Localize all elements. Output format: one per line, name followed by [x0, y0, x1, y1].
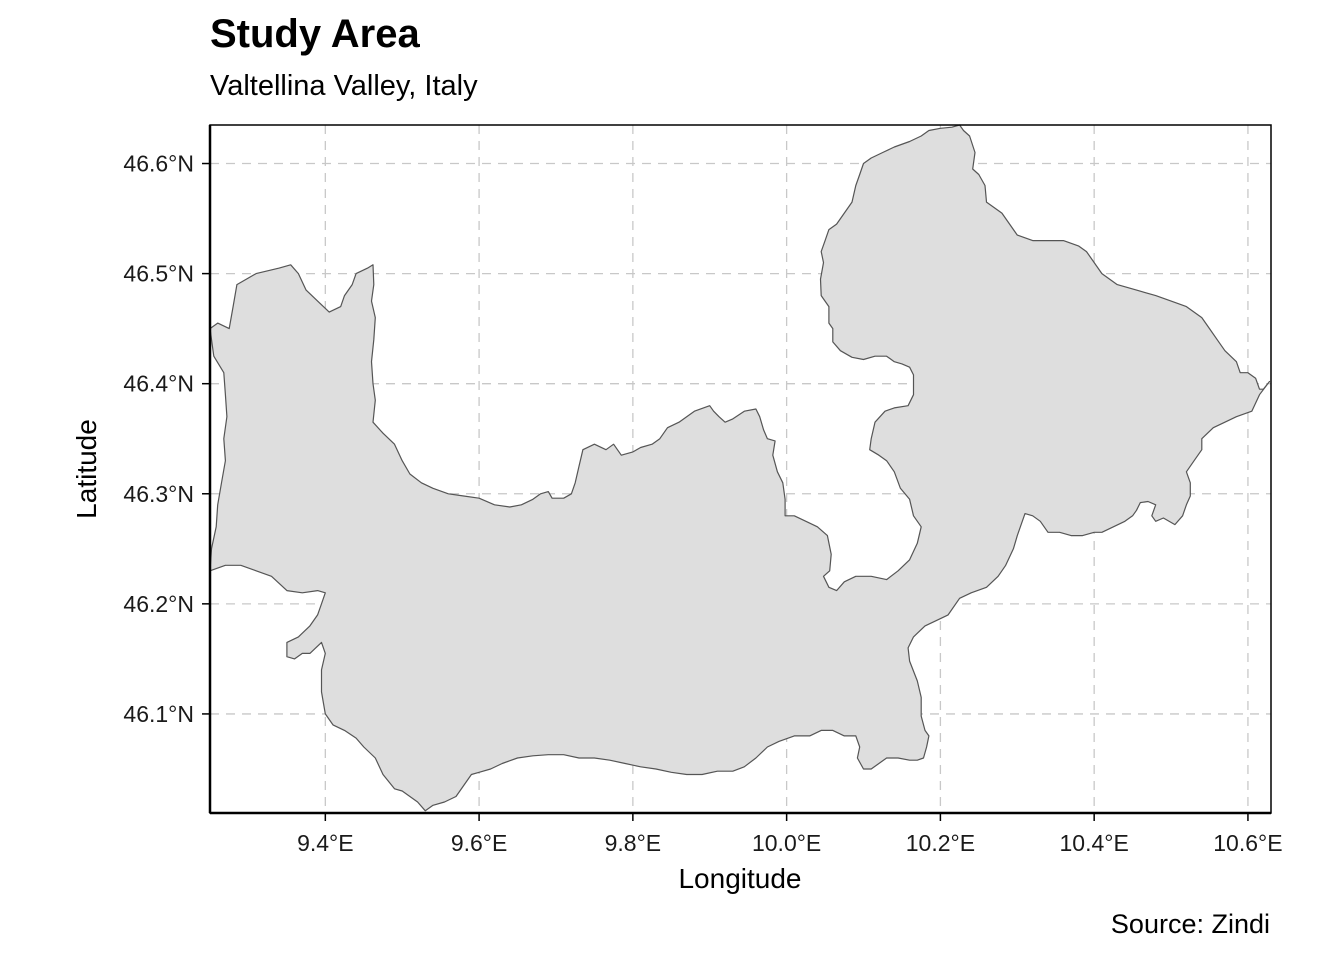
x-tick-label: 10.6°E [1213, 830, 1282, 856]
y-axis-ticks: 46.1°N 46.2°N 46.3°N 46.4°N 46.5°N 46.6°N [123, 151, 210, 727]
y-axis-label: Latitude [71, 419, 102, 519]
y-tick-label: 46.3°N [123, 481, 194, 507]
x-axis-ticks: 9.4°E 9.6°E 9.8°E 10.0°E 10.2°E 10.4°E 10.6°E [297, 813, 1283, 856]
region-outline [209, 124, 1271, 812]
page-subtitle: Valtellina Valley, Italy [210, 70, 478, 102]
page-title: Study Area [210, 12, 420, 56]
y-tick-label: 46.5°N [123, 261, 194, 287]
x-tick-label: 10.4°E [1060, 830, 1129, 856]
y-tick-label: 46.2°N [123, 591, 194, 617]
y-tick-label: 46.4°N [123, 371, 194, 397]
source-caption: Source: Zindi [1110, 909, 1270, 939]
x-tick-label: 10.0°E [752, 830, 821, 856]
y-tick-label: 46.1°N [123, 701, 194, 727]
x-axis-label: Longitude [678, 863, 801, 894]
y-tick-label: 46.6°N [123, 151, 194, 177]
x-tick-label: 10.2°E [906, 830, 975, 856]
x-tick-label: 9.8°E [605, 830, 662, 856]
x-tick-label: 9.4°E [297, 830, 354, 856]
x-tick-label: 9.6°E [451, 830, 508, 856]
